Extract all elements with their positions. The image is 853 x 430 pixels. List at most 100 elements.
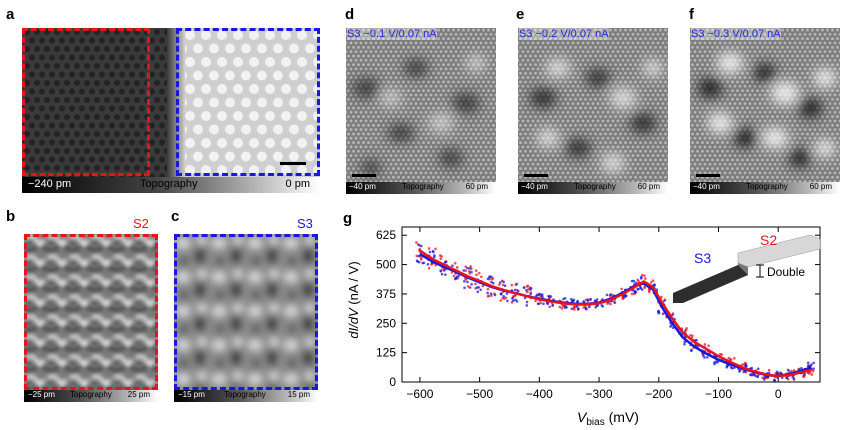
data-point bbox=[640, 275, 643, 279]
data-point bbox=[576, 307, 580, 311]
colorbar-e: −40 pm Topography 60 pm bbox=[518, 182, 668, 194]
data-point bbox=[738, 369, 742, 372]
panel-label-c: c bbox=[171, 208, 180, 225]
data-point bbox=[474, 282, 477, 286]
data-point bbox=[453, 261, 457, 265]
x-tick-label: −400 bbox=[526, 387, 553, 401]
data-point bbox=[630, 279, 634, 283]
topography-texture-b bbox=[24, 234, 158, 390]
data-point bbox=[806, 371, 810, 375]
data-point bbox=[790, 369, 793, 373]
data-point bbox=[662, 299, 666, 303]
data-point bbox=[551, 304, 554, 307]
data-point bbox=[467, 270, 471, 273]
colorbar-d-title: Topography bbox=[402, 182, 444, 191]
data-point bbox=[440, 272, 444, 276]
data-point bbox=[630, 292, 634, 296]
data-point bbox=[466, 266, 469, 270]
data-point bbox=[420, 256, 423, 260]
data-point bbox=[525, 304, 529, 307]
y-axis-label: dI/dV (nA / V) bbox=[346, 261, 361, 338]
x-tick-label: −300 bbox=[586, 387, 613, 401]
data-point bbox=[792, 377, 796, 380]
data-point bbox=[596, 304, 599, 308]
data-point bbox=[501, 296, 505, 300]
data-point bbox=[653, 284, 656, 287]
data-point bbox=[466, 285, 470, 288]
data-point bbox=[527, 288, 530, 291]
data-point bbox=[689, 334, 692, 337]
colorbar-c-max: 15 pm bbox=[287, 390, 310, 399]
data-point bbox=[729, 358, 733, 361]
data-point bbox=[683, 330, 687, 333]
data-point bbox=[703, 343, 707, 346]
data-point bbox=[792, 369, 796, 372]
y-tick-label: 250 bbox=[376, 316, 396, 330]
data-point bbox=[503, 284, 507, 288]
colorbar-e-max: 60 pm bbox=[637, 182, 660, 191]
data-point bbox=[477, 286, 480, 289]
topography-texture-a bbox=[22, 28, 320, 178]
data-point bbox=[620, 287, 623, 291]
data-point bbox=[499, 299, 503, 302]
x-tick-label: −200 bbox=[645, 387, 672, 401]
data-point bbox=[439, 257, 443, 261]
colorbar-b-max: 25 pm bbox=[127, 390, 150, 399]
data-point bbox=[644, 277, 647, 280]
data-point bbox=[540, 294, 544, 298]
panel-b-outline bbox=[24, 234, 158, 390]
data-point bbox=[733, 357, 736, 360]
topography-texture-c bbox=[174, 234, 318, 390]
data-point bbox=[761, 376, 764, 379]
data-point bbox=[779, 371, 783, 375]
data-point bbox=[785, 376, 788, 380]
panel-label-a: a bbox=[6, 6, 15, 23]
data-point bbox=[464, 269, 468, 272]
data-point bbox=[525, 300, 529, 304]
data-point bbox=[525, 288, 528, 292]
didv-spectra-chart: −600 −500 −400 −300 −200 −100 0 0 125 250 375 500 62… bbox=[346, 226, 821, 428]
topography-image-a bbox=[22, 28, 320, 178]
data-point bbox=[534, 299, 537, 303]
data-point bbox=[463, 286, 466, 290]
topography-image-d bbox=[346, 28, 496, 182]
data-point bbox=[470, 270, 473, 274]
s2-region-outline bbox=[22, 28, 150, 176]
data-point bbox=[502, 294, 505, 298]
data-point bbox=[415, 241, 418, 244]
data-point bbox=[432, 250, 435, 254]
data-point bbox=[542, 302, 545, 306]
data-point bbox=[490, 277, 494, 281]
data-point bbox=[609, 293, 613, 296]
data-point bbox=[419, 244, 423, 248]
data-point bbox=[701, 354, 705, 357]
colorbar-d-min: −40 pm bbox=[349, 182, 376, 191]
data-point bbox=[741, 363, 745, 366]
data-point bbox=[486, 295, 490, 298]
data-point bbox=[803, 372, 806, 376]
colorbar-c-min: −15 pm bbox=[178, 390, 205, 399]
data-point bbox=[468, 267, 471, 270]
x-axis-label: Vbias (mV) bbox=[577, 409, 639, 428]
data-point bbox=[427, 266, 431, 270]
data-point bbox=[506, 299, 509, 303]
data-point bbox=[744, 362, 748, 366]
data-point bbox=[800, 366, 803, 370]
x-axis-label-main: V bbox=[577, 409, 588, 425]
data-point bbox=[651, 279, 655, 282]
data-point bbox=[479, 288, 482, 292]
data-point bbox=[476, 290, 480, 294]
data-point bbox=[640, 288, 644, 291]
data-point bbox=[593, 299, 597, 303]
panel-label-b: b bbox=[6, 208, 16, 225]
data-point bbox=[589, 297, 592, 301]
data-point bbox=[418, 243, 421, 247]
data-point bbox=[440, 255, 443, 258]
data-point bbox=[490, 275, 493, 279]
data-point bbox=[776, 372, 779, 375]
data-point bbox=[493, 293, 497, 297]
data-point bbox=[585, 307, 588, 311]
inset-step-diagram bbox=[673, 234, 821, 303]
data-point bbox=[489, 292, 493, 296]
colorbar-d-max: 60 pm bbox=[465, 182, 488, 191]
